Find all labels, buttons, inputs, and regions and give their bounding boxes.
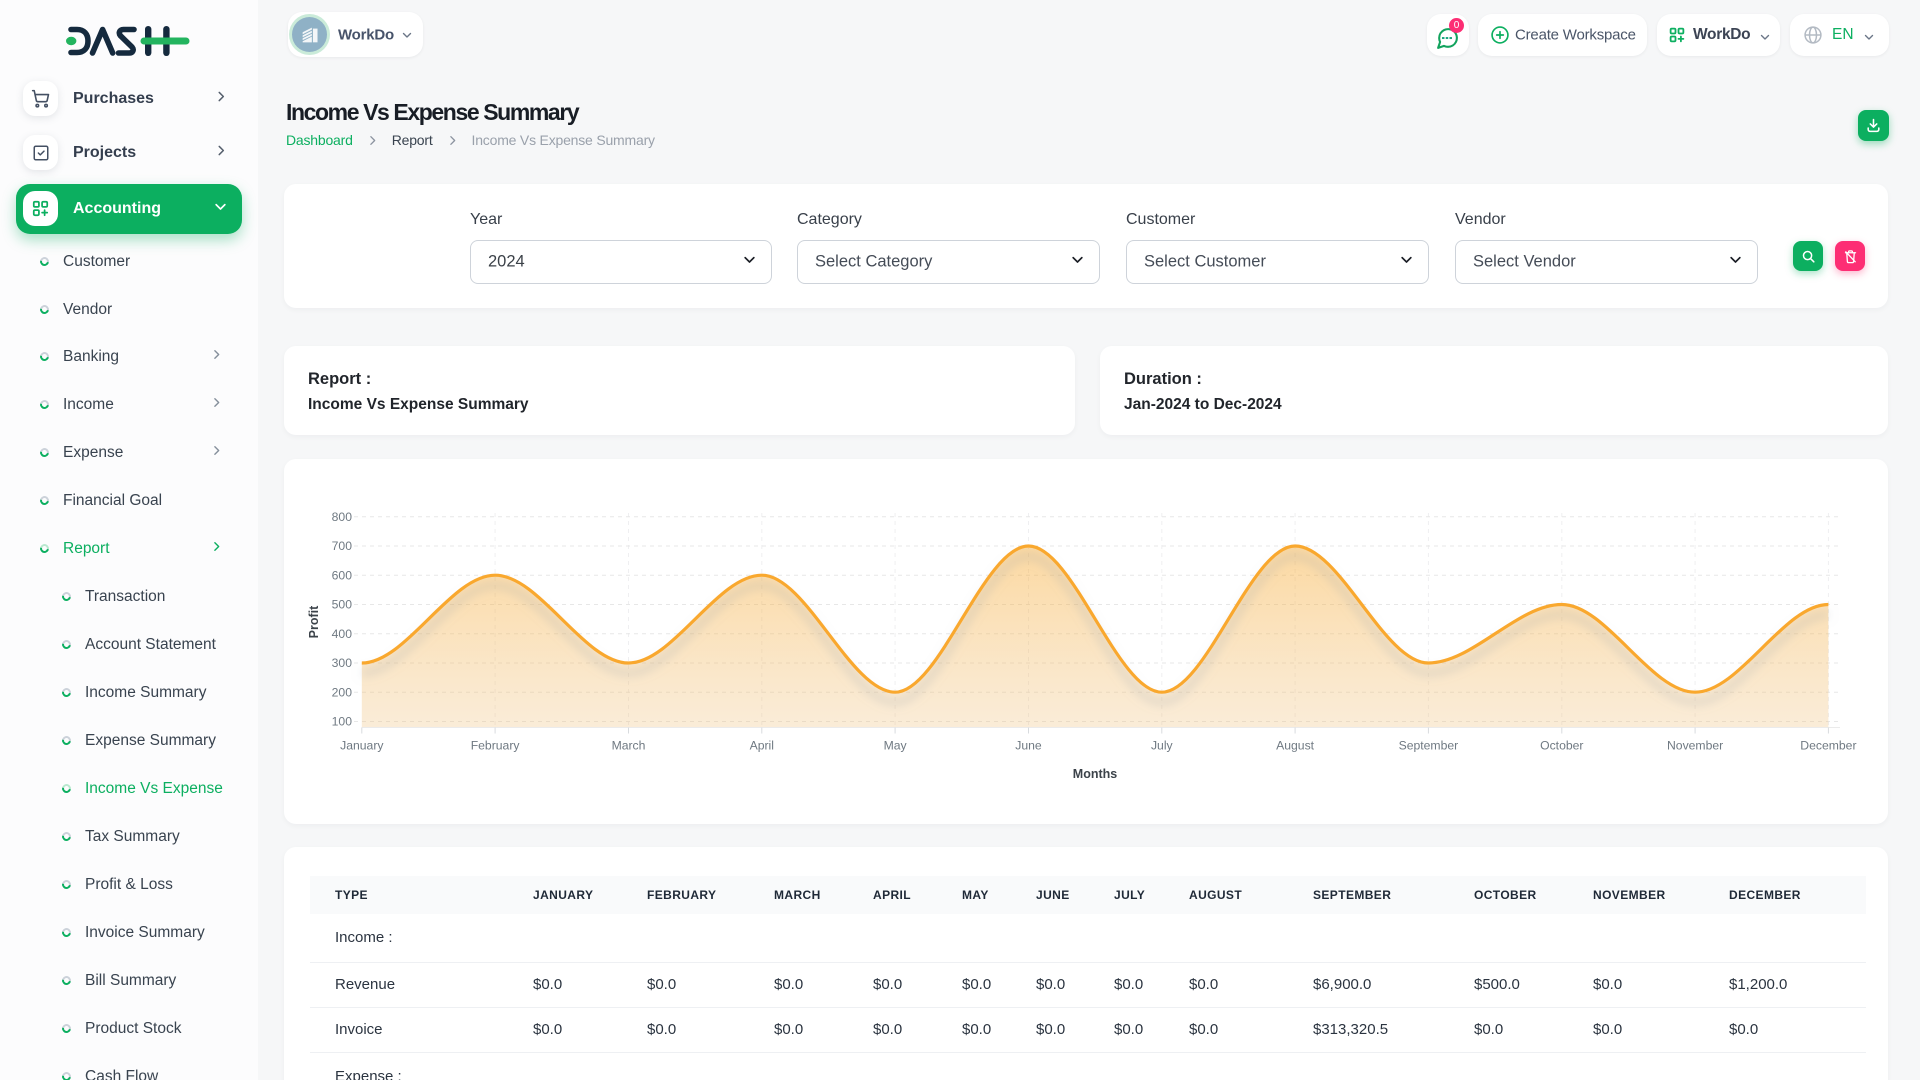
svg-text:400: 400 [332,627,353,641]
svg-text:Months: Months [1073,767,1117,781]
svg-text:December: December [1800,739,1856,753]
svg-text:August: August [1276,739,1315,753]
svg-text:February: February [471,739,521,753]
svg-text:800: 800 [332,510,353,524]
svg-text:May: May [884,739,908,753]
svg-text:300: 300 [332,656,353,670]
svg-text:July: July [1151,739,1174,753]
svg-text:January: January [340,739,384,753]
svg-text:March: March [612,739,646,753]
svg-text:500: 500 [332,598,353,612]
svg-text:September: September [1399,739,1459,753]
svg-text:100: 100 [332,715,353,729]
svg-text:Profit: Profit [307,605,321,638]
svg-text:June: June [1015,739,1042,753]
svg-text:October: October [1540,739,1583,753]
svg-text:April: April [750,739,774,753]
svg-text:November: November [1667,739,1723,753]
svg-text:200: 200 [332,685,353,699]
svg-text:700: 700 [332,539,353,553]
svg-text:600: 600 [332,568,353,582]
